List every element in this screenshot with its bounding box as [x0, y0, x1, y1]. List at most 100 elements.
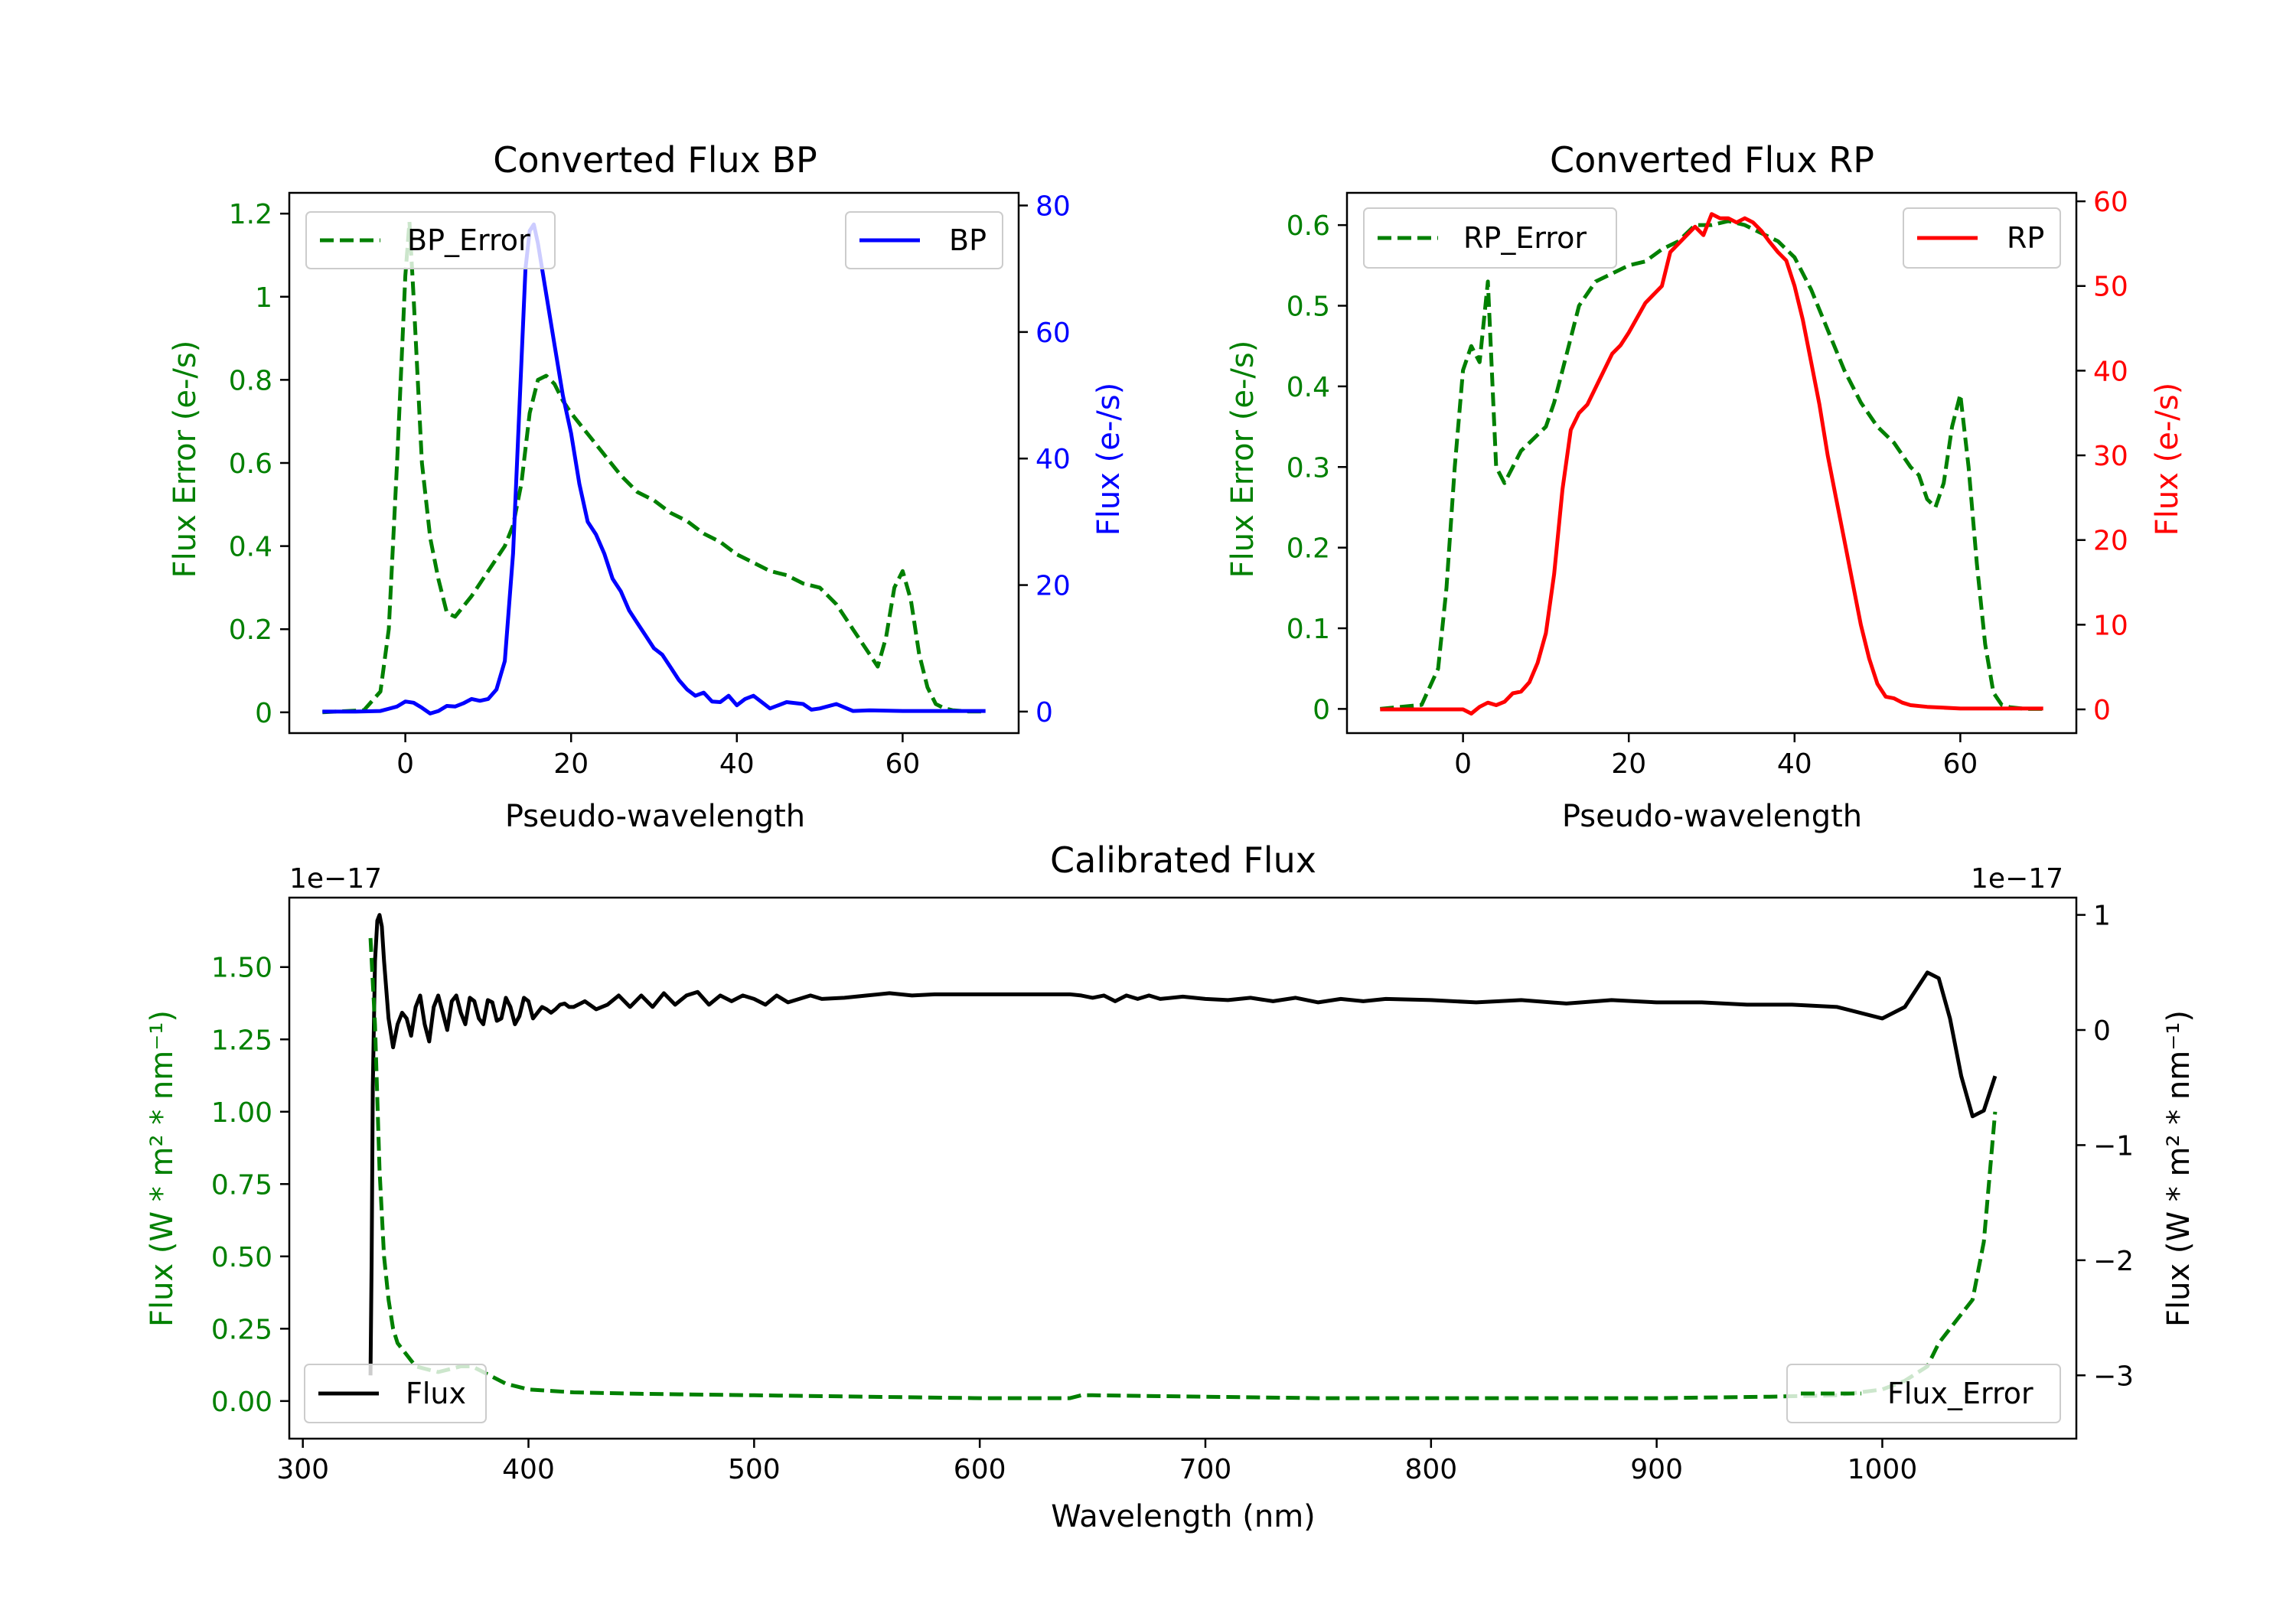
cal-axes-frame: [288, 896, 2078, 1440]
bp-series-bp-error: [322, 220, 986, 715]
cal-legend-error-label: Flux_Error: [1887, 1377, 2033, 1410]
cal-xtick-label: 700: [1179, 1454, 1232, 1485]
cal-panel: Calibrated Flux 1e−17 1e−17 Wavelength (…: [145, 839, 2197, 1534]
bp-xtick-label: 0: [396, 748, 414, 780]
rp-ylabel-left: Flux Error (e-/s): [1225, 341, 1261, 579]
bp-legend-right: BP: [845, 211, 1003, 269]
rp-series-rp-error: [1380, 219, 2043, 711]
rp-legend-left: RP_Error: [1363, 207, 1617, 269]
cal-ytick-left-label: 1.25: [211, 1025, 272, 1056]
cal-legend-flux-label: Flux: [406, 1377, 466, 1410]
cal-legend-right: Flux_Error: [1786, 1364, 2061, 1423]
cal-ytick-left-label: 0.00: [211, 1387, 272, 1418]
cal-title: Calibrated Flux: [1050, 839, 1316, 881]
cal-ytick-left-label: 1.00: [211, 1097, 272, 1129]
bp-ytick-left-label: 0: [255, 698, 272, 729]
rp-title: Converted Flux RP: [1550, 139, 1874, 181]
rp-ytick-left-label: 0.5: [1287, 292, 1330, 323]
rp-ytick-right-label: 30: [2093, 441, 2128, 472]
rp-xtick-label: 60: [1942, 748, 1978, 780]
bp-ytick-right-label: 0: [1035, 697, 1053, 729]
bp-ytick-left-label: 0.6: [229, 448, 272, 480]
cal-xtick-label: 600: [954, 1454, 1006, 1485]
bp-legend-left-box: [305, 211, 556, 269]
bp-xtick-label: 20: [553, 748, 589, 780]
rp-plot-area: 0 20 40 60 0 0.1 0.2 0.3 0.4 0.5 0.6 0 10 20 30 40 50 60: [1287, 187, 2128, 780]
bp-ylabel-left: Flux Error (e-/s): [168, 341, 203, 579]
cal-series-flux: [368, 913, 1998, 1376]
rp-axes-frame: [1345, 191, 2078, 735]
cal-legend-left-box: [304, 1364, 487, 1423]
cal-legend-right-box: [1786, 1364, 2061, 1423]
rp-legend-error-label: RP_Error: [1463, 221, 1587, 255]
bp-ytick-left-label: 0.4: [229, 532, 272, 563]
rp-ytick-right-label: 50: [2093, 272, 2128, 303]
rp-ytick-right-label: 20: [2093, 526, 2128, 557]
rp-ytick-left-label: 0.1: [1287, 614, 1330, 645]
cal-ytick-left-label: 0.50: [211, 1242, 272, 1273]
cal-xlabel: Wavelength (nm): [1051, 1499, 1316, 1534]
bp-xtick-label: 40: [719, 748, 755, 780]
rp-ylabel-right: Flux (e-/s): [2150, 383, 2185, 536]
bp-plot-area: 0 20 40 60 0 0.2 0.4 0.6 0.8 1 1.2 0 20 40 60 80: [229, 191, 1071, 780]
bp-ytick-left-label: 1: [255, 282, 272, 314]
bp-ylabel-right: Flux (e-/s): [1091, 383, 1127, 536]
cal-plot-area: 300 400 500 600 700 800 900 1000 0.00 0.25 0.50 0.7…: [211, 896, 2134, 1485]
cal-ytick-right-label: 1: [2093, 901, 2111, 932]
rp-legend-right-box: [1903, 207, 2061, 269]
cal-xtick-label: 500: [728, 1454, 781, 1485]
cal-offset-left: 1e−17: [289, 863, 382, 895]
bp-ytick-left-label: 0.2: [229, 614, 272, 646]
rp-xtick-label: 0: [1454, 748, 1472, 780]
cal-ytick-right-label: −1: [2093, 1130, 2134, 1162]
cal-ytick-left-label: 1.50: [211, 953, 272, 984]
rp-series-rp: [1380, 212, 2043, 715]
bp-panel: Converted Flux BP Pseudo-wavelength Flux…: [168, 139, 1127, 834]
bp-ytick-left-label: 1.2: [229, 199, 272, 230]
rp-xlabel: Pseudo-wavelength: [1562, 799, 1862, 834]
rp-ytick-right-label: 40: [2093, 356, 2128, 387]
rp-xtick-label: 20: [1611, 748, 1646, 780]
rp-xtick-label: 40: [1777, 748, 1812, 780]
cal-ytick-left-label: 0.75: [211, 1169, 272, 1201]
cal-series-flux-error: [368, 937, 1998, 1400]
rp-legend-right: RP: [1903, 207, 2061, 269]
bp-ytick-right-label: 40: [1035, 444, 1071, 475]
bp-legend-right-box: [845, 211, 1003, 269]
cal-ytick-right-label: −3: [2093, 1361, 2134, 1392]
cal-xtick-label: 900: [1630, 1454, 1683, 1485]
bp-ytick-right-label: 80: [1035, 191, 1071, 223]
cal-xtick-label: 400: [502, 1454, 555, 1485]
rp-ytick-left-label: 0.2: [1287, 533, 1330, 565]
rp-ytick-right-label: 60: [2093, 187, 2128, 218]
rp-ytick-left-label: 0: [1313, 694, 1330, 725]
cal-xtick-label: 1000: [1848, 1454, 1918, 1485]
rp-ytick-right-label: 0: [2093, 695, 2111, 726]
cal-ytick-right-label: 0: [2093, 1015, 2111, 1047]
bp-series-bp: [322, 222, 986, 715]
cal-ytick-right-label: −2: [2093, 1246, 2134, 1277]
rp-legend-left-box: [1363, 207, 1617, 269]
rp-ytick-left-label: 0.6: [1287, 210, 1330, 242]
rp-ytick-left-label: 0.4: [1287, 372, 1330, 403]
bp-legend-flux-label: BP: [949, 223, 987, 257]
bp-xtick-label: 60: [885, 748, 920, 780]
cal-ytick-left-label: 0.25: [211, 1314, 272, 1345]
cal-legend-left: Flux: [304, 1364, 487, 1423]
bp-legend-error-label: BP_Error: [407, 223, 530, 257]
bp-ytick-right-label: 60: [1035, 318, 1071, 349]
bp-legend-left: BP_Error: [305, 211, 556, 269]
bp-title: Converted Flux BP: [493, 139, 817, 181]
cal-offset-right: 1e−17: [1971, 863, 2063, 895]
bp-ytick-right-label: 20: [1035, 571, 1071, 602]
rp-ytick-right-label: 10: [2093, 610, 2128, 641]
cal-xtick-label: 300: [276, 1454, 329, 1485]
cal-ylabel-right: Flux (W * m² * nm⁻¹): [2161, 1010, 2197, 1327]
rp-legend-flux-label: RP: [2007, 221, 2044, 255]
cal-ylabel-left: Flux (W * m² * nm⁻¹): [145, 1010, 180, 1327]
rp-ytick-left-label: 0.3: [1287, 452, 1330, 484]
bp-xlabel: Pseudo-wavelength: [505, 799, 805, 834]
bp-ytick-left-label: 0.8: [229, 365, 272, 396]
rp-panel: Converted Flux RP Pseudo-wavelength Flux…: [1225, 139, 2185, 834]
